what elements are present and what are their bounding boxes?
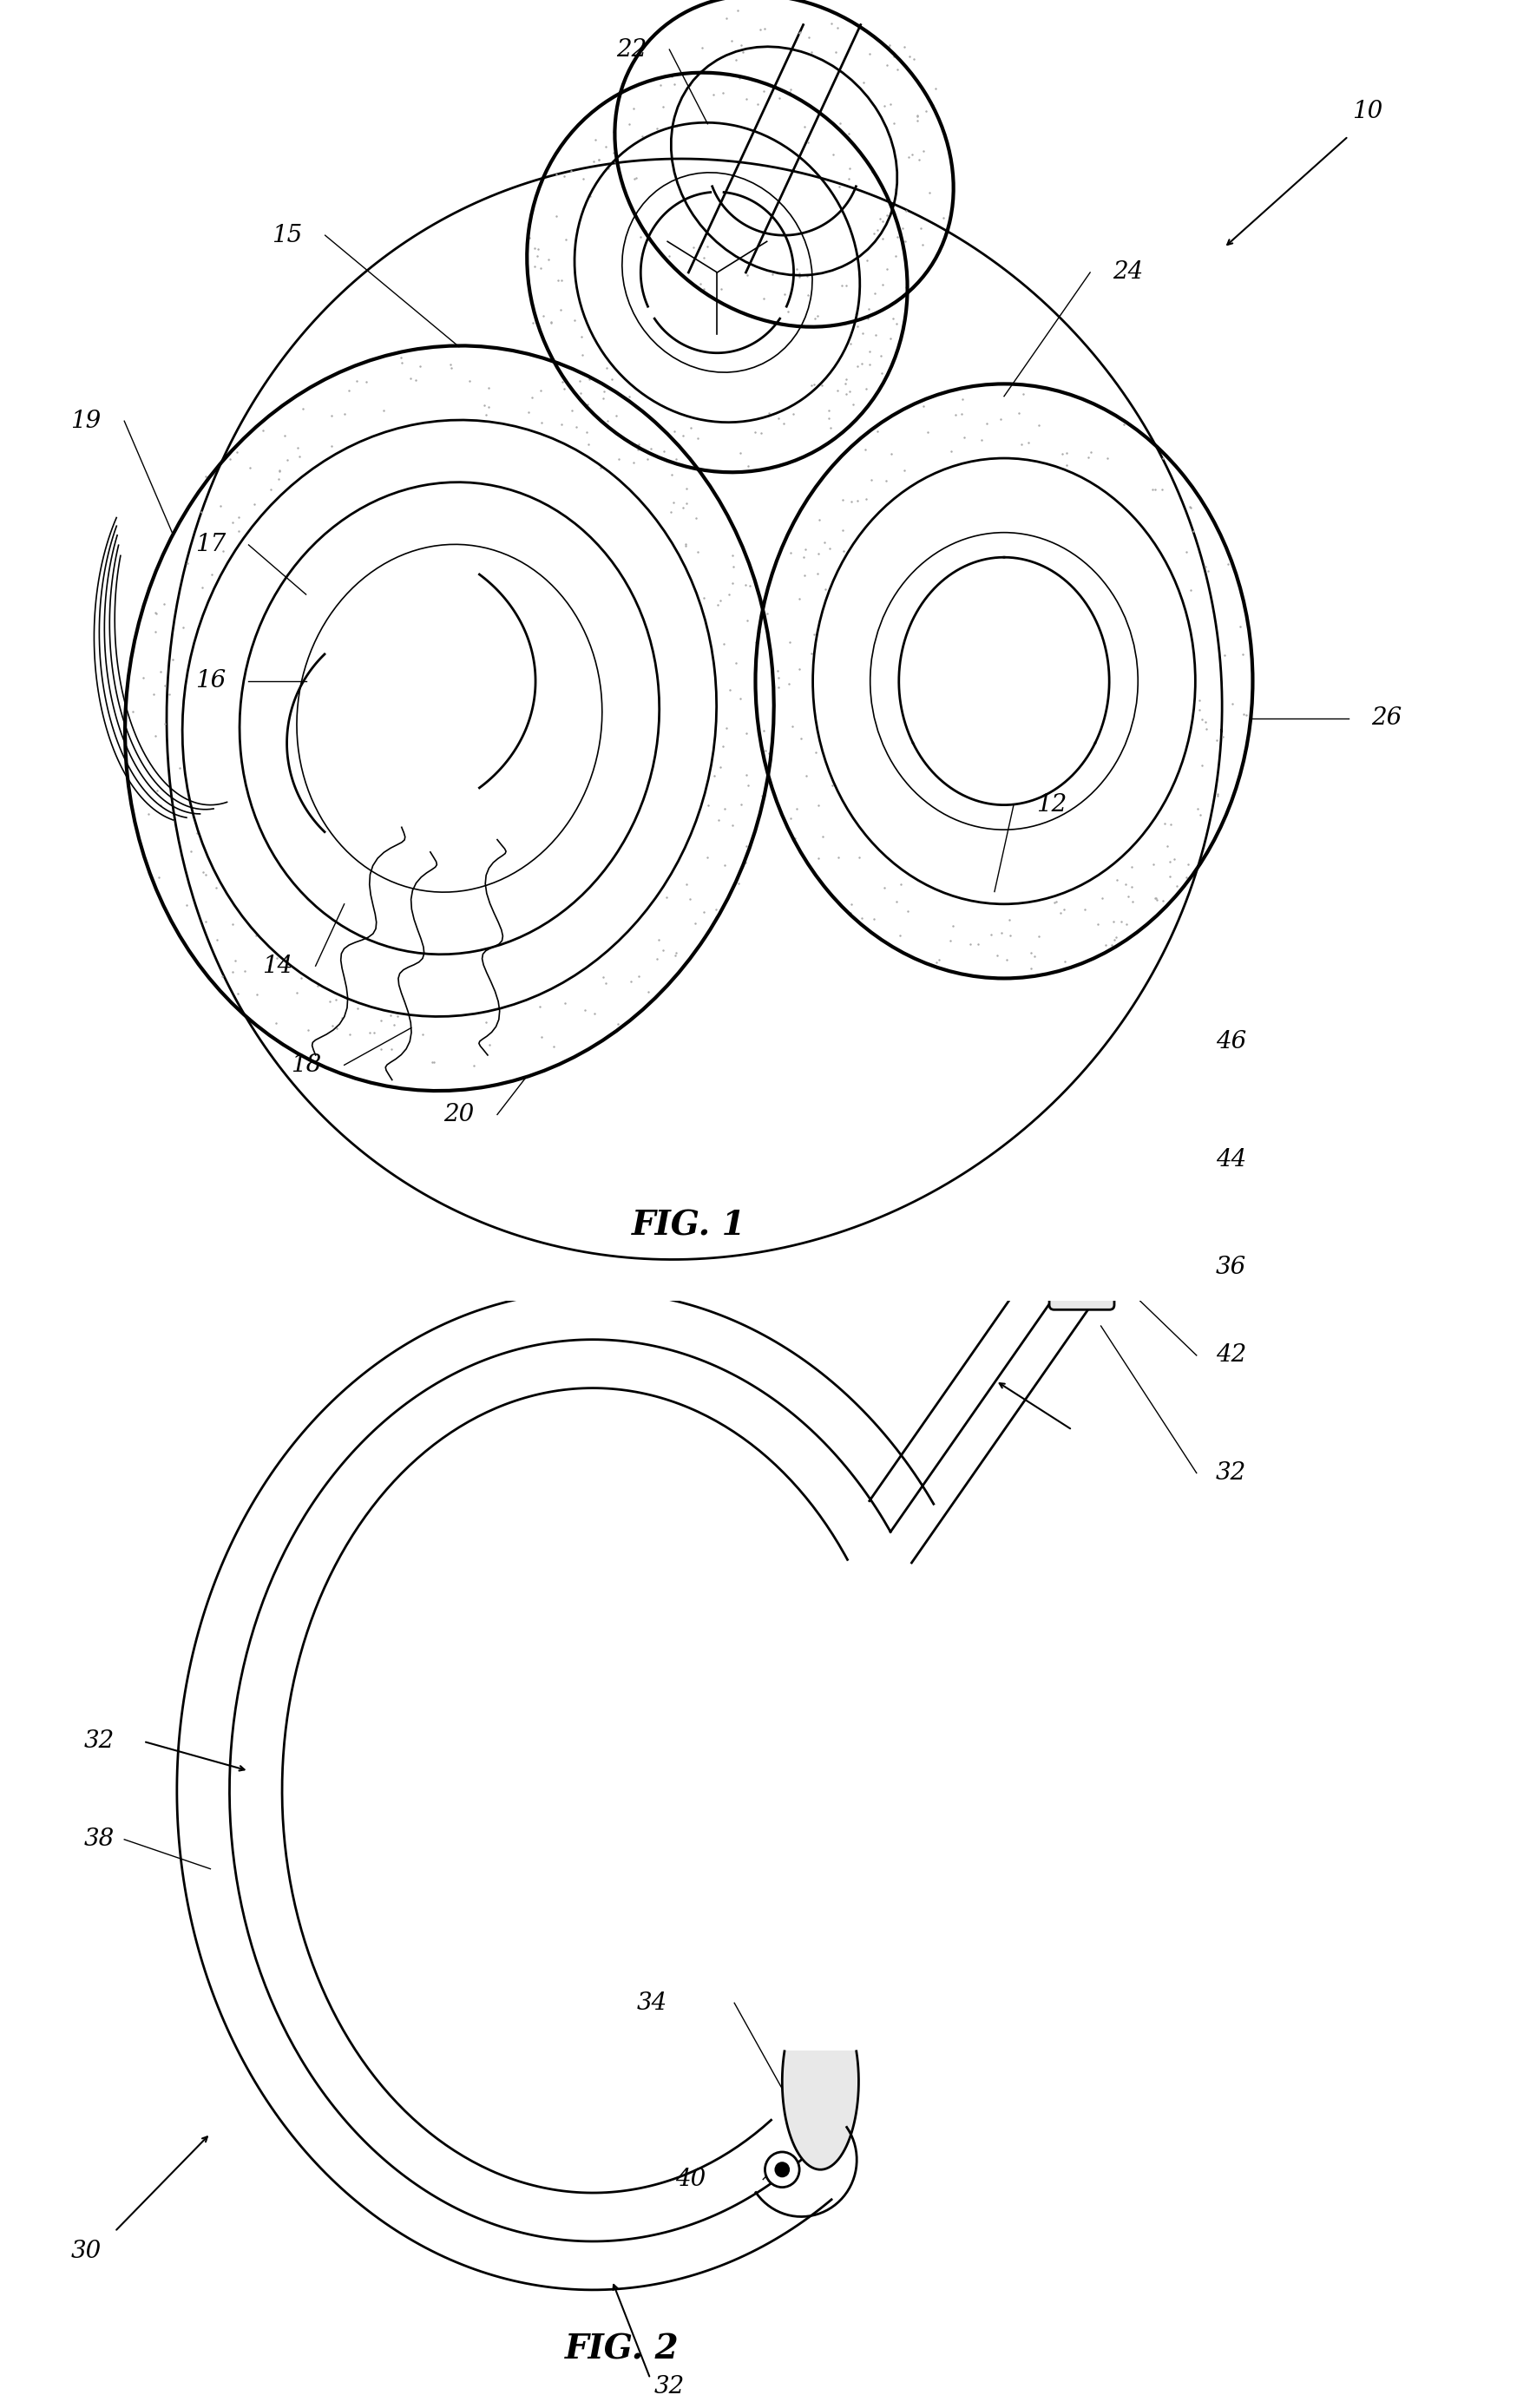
Circle shape <box>1060 1161 1094 1197</box>
Text: 26: 26 <box>1371 706 1401 730</box>
Text: FIG. 1: FIG. 1 <box>632 1209 745 1243</box>
Text: 16: 16 <box>196 669 225 694</box>
Text: 17: 17 <box>196 532 225 556</box>
Text: 18: 18 <box>291 1052 321 1076</box>
Text: 20: 20 <box>444 1103 474 1127</box>
Text: 42: 42 <box>1216 1344 1247 1368</box>
Text: 19: 19 <box>70 409 101 433</box>
Text: 38: 38 <box>84 1828 115 1852</box>
Text: 10: 10 <box>1353 99 1383 123</box>
Text: 34: 34 <box>636 1991 667 2015</box>
Text: 40: 40 <box>675 2167 705 2191</box>
Text: 12: 12 <box>1037 792 1066 816</box>
Text: 32: 32 <box>1216 1462 1247 1486</box>
Text: 15: 15 <box>272 224 301 248</box>
Text: 44: 44 <box>1216 1149 1247 1170</box>
Text: FIG. 2: FIG. 2 <box>565 2333 679 2365</box>
Text: 22: 22 <box>617 39 646 60</box>
Text: 36: 36 <box>1216 1255 1247 1279</box>
FancyBboxPatch shape <box>1050 1230 1114 1310</box>
Text: 30: 30 <box>70 2239 101 2264</box>
Text: 14: 14 <box>262 954 292 978</box>
Circle shape <box>765 2153 799 2186</box>
Text: 32: 32 <box>655 2374 684 2398</box>
Circle shape <box>1069 1170 1085 1187</box>
Circle shape <box>1060 1259 1094 1296</box>
Text: 24: 24 <box>1114 260 1143 284</box>
Polygon shape <box>782 2052 858 2170</box>
FancyBboxPatch shape <box>1047 1153 1117 1286</box>
Circle shape <box>1069 1269 1085 1286</box>
Text: 46: 46 <box>1216 1031 1247 1052</box>
Circle shape <box>774 2162 789 2177</box>
Text: 32: 32 <box>84 1729 115 1753</box>
